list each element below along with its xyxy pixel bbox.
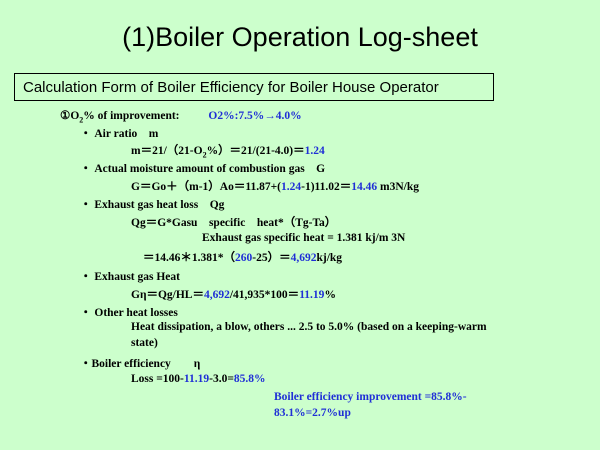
specific-heat-note: Exhaust gas specific heat = 1.381 kj/m 3… <box>202 232 406 244</box>
page-title: (1)Boiler Operation Log-sheet <box>122 22 478 52</box>
o2-label-o: O <box>70 110 80 122</box>
exhaust-heat-heading: ・ Exhaust gas Heat <box>80 271 180 283</box>
heat-loss-formula: Qg＝G*Gasu specific heat*（Tg-Ta） <box>131 217 337 229</box>
efficiency-result: 85.8% <box>233 373 266 385</box>
efficiency-heading: ・Boiler efficiency η <box>80 358 201 370</box>
efficiency-improvement-line2: 83.1%=2.7%up <box>274 407 351 419</box>
o2-improvement-line: ①O2% of improvement: O2%:7.5%→4.0% <box>60 108 302 124</box>
heat-loss-result: 4,692 <box>290 252 317 264</box>
heat-loss-heading: ・ Exhaust gas heat loss Qg <box>80 199 225 211</box>
exhaust-heat-formula: Gη＝Qg/HL＝4,692/41,935*100＝11.19% <box>131 286 336 302</box>
exhaust-heat-formula-a: Gη＝Qg/HL＝ <box>131 289 204 301</box>
heat-loss-unit: kj/kg <box>316 252 343 264</box>
exhaust-heat-formula-b: 4,692 <box>203 289 230 301</box>
circled-one-icon: ① <box>60 110 71 122</box>
air-ratio-formula-sub: 2 <box>202 150 207 160</box>
heat-loss-calc-b: 260 <box>235 252 253 264</box>
moisture-heading: ・ Actual moisture amount of combustion g… <box>80 163 326 175</box>
heat-loss-calc-a: ＝14.46＊1.381*（ <box>143 252 235 264</box>
air-ratio-formula-b: %）＝21/(21-4.0)＝ <box>206 145 305 157</box>
o2-label-sub: 2 <box>79 115 84 125</box>
moisture-formula-b: 1.24 <box>280 181 302 193</box>
heat-loss-calc: ＝14.46＊1.381*（260-25）＝4,692kj/kg <box>143 249 342 265</box>
o2-value: O2%:7.5%→4.0% <box>208 110 302 122</box>
moisture-result: 14.46 <box>351 181 378 193</box>
exhaust-heat-unit: % <box>324 289 336 301</box>
air-ratio-result: 1.24 <box>304 145 325 157</box>
efficiency-formula-b: 11.19 <box>183 373 210 385</box>
efficiency-improvement-line1: Boiler efficiency improvement =85.8%- <box>274 391 467 403</box>
air-ratio-heading: ・ Air ratio m <box>80 128 159 140</box>
subtitle-box: Calculation Form of Boiler Efficiency fo… <box>14 73 494 101</box>
efficiency-loss-formula: Loss =100-11.19-3.0=85.8% <box>131 373 266 385</box>
moisture-unit: m3N/kg <box>377 181 419 193</box>
other-losses-line2: state) <box>131 337 158 349</box>
subtitle-text: Calculation Form of Boiler Efficiency fo… <box>23 79 439 96</box>
efficiency-formula-c: -3.0= <box>209 373 234 385</box>
exhaust-heat-formula-c: /41,935*100＝ <box>229 289 300 301</box>
air-ratio-formula-a: m＝21/（21-O <box>131 145 203 157</box>
moisture-formula-c: -1)11.02＝ <box>301 181 352 193</box>
o2-label-text: % of improvement: <box>83 110 180 122</box>
other-losses-heading: ・ Other heat losses <box>80 307 178 319</box>
exhaust-heat-result: 11.19 <box>299 289 325 301</box>
other-losses-line1: Heat dissipation, a blow, others ... 2.5… <box>131 321 487 333</box>
moisture-formula-a: G＝Go＋（m-1）Ao＝11.87+( <box>131 181 281 193</box>
efficiency-formula-a: Loss =100- <box>131 373 184 385</box>
air-ratio-formula: m＝21/（21-O2%）＝21/(21-4.0)＝1.24 <box>131 142 325 159</box>
heat-loss-calc-c: -25）＝ <box>252 252 291 264</box>
moisture-formula: G＝Go＋（m-1）Ao＝11.87+(1.24-1)11.02＝14.46 m… <box>131 178 419 194</box>
